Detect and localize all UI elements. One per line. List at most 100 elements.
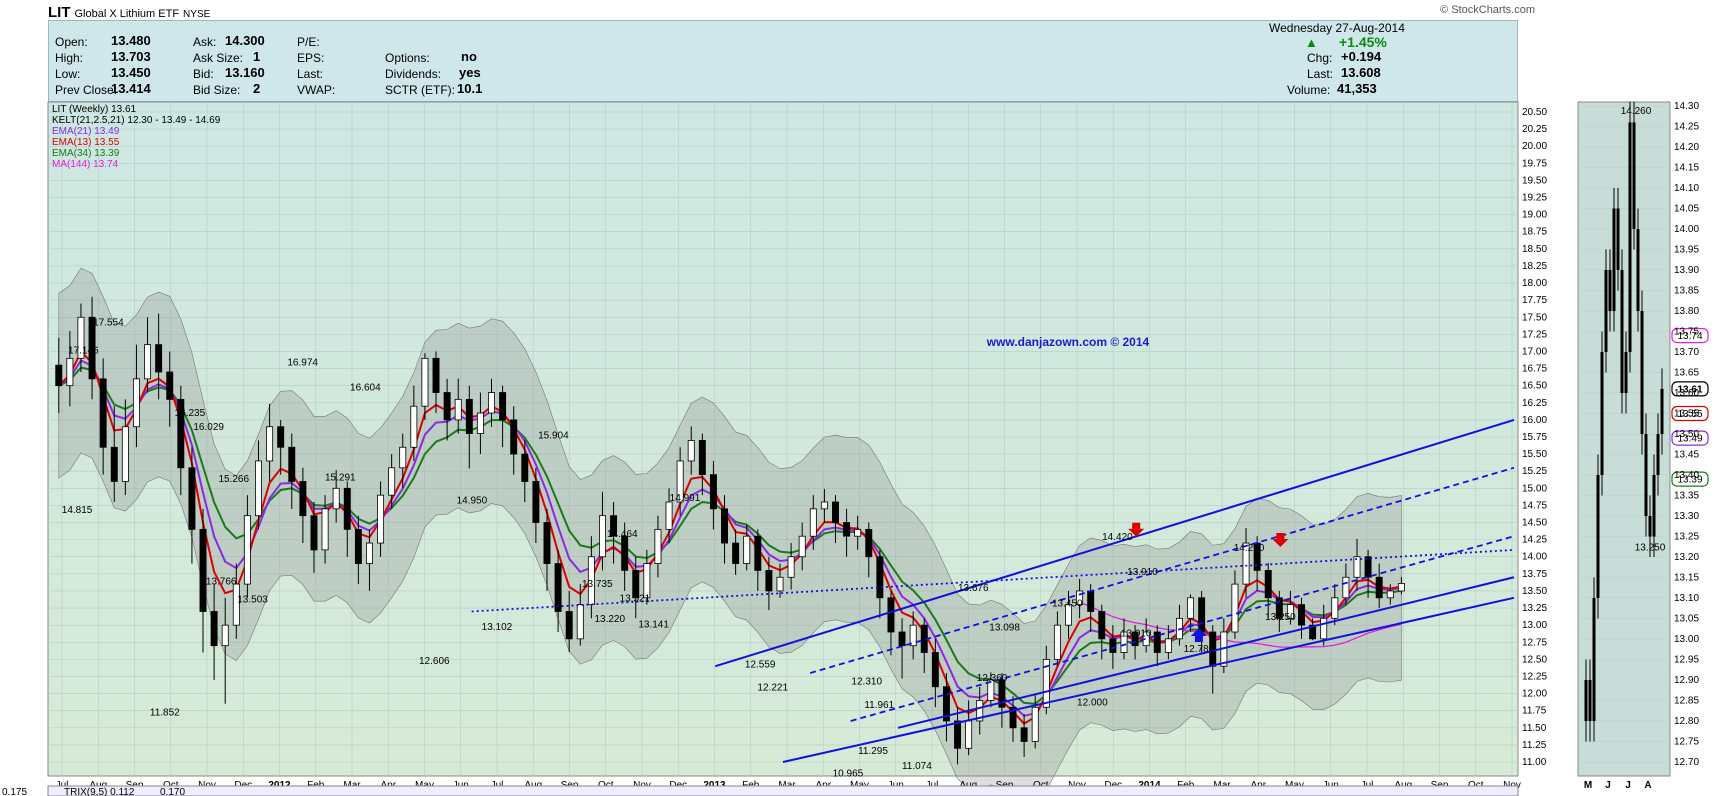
price-label: 16.604 [350,383,381,394]
price-label: 13.503 [237,595,268,606]
candle-body [177,398,185,469]
value-tag-label: 13.55 [1677,409,1702,420]
y-tick-label: 17.75 [1522,295,1547,306]
candle-body [820,501,828,510]
candle-body [321,508,329,551]
legend-price: LIT (Weekly) 13.61 [52,104,137,115]
candle-body [543,522,551,564]
candle-body [243,515,251,585]
high-value: 13.703 [111,49,151,64]
candle-body [1187,597,1195,619]
candle-body [1031,706,1039,742]
candle-body [155,344,163,373]
price-label: 12.559 [745,659,776,670]
candle-body [965,720,973,749]
watermark: www.danjazown.com © 2014 [986,335,1150,349]
options-value: no [461,49,477,64]
candle-body [1231,583,1239,633]
last-price-label: Last: [1307,67,1334,81]
inset-x-tick-label: J [1605,780,1611,791]
price-label: 11.074 [902,761,932,772]
y-axis-ticks: 20.50 20.25 20.00 19.75 19.50 19.25 19.00 18.75… [1522,107,1547,768]
candle-body [1076,590,1084,606]
candle-body [365,542,373,564]
inset-y-tick-label: 13.25 [1674,532,1699,543]
candle-body [266,426,274,462]
red-down-arrow-icon [1272,533,1289,548]
inset-chart: 14.260 13.250 13.74 13.61 13.55 13.49 13.39 [1580,101,1709,763]
legend-ema13: EMA(13) 13.55 [52,137,120,148]
prev-close-label: Prev Close: [55,83,118,97]
y-tick-label: 16.50 [1522,381,1547,392]
candle-body [1131,631,1139,647]
price-label: 12.360 [977,673,1008,684]
inset-candle-body [1624,352,1628,393]
candle-body [587,556,595,606]
inset-y-tick-label: 13.60 [1674,388,1699,399]
candle-body [676,460,684,503]
candle-body [77,316,85,359]
price-label: 14.815 [62,505,93,516]
price-label: 15.266 [218,474,249,485]
candle-body [1087,590,1095,612]
candle-body [1331,597,1339,619]
y-tick-label: 14.25 [1522,535,1547,546]
candle-body [1264,570,1272,599]
price-label: 13.102 [482,622,513,633]
inset-candle-body [1604,270,1608,352]
y-tick-label: 16.00 [1522,415,1547,426]
inset-y-tick-label: 13.70 [1674,347,1699,358]
price-label: 13.010 [1121,628,1152,639]
inset-candle-body [1628,122,1632,353]
candle-body [721,508,728,544]
y-tick-label: 19.75 [1522,158,1547,169]
candle-body [909,624,917,647]
inset-candle-body [1660,388,1664,434]
candle-body [1098,611,1106,640]
candle-body [132,378,140,428]
trix-value: 0.170 [160,787,185,796]
pe-label: P/E: [297,35,320,49]
y-tick-label: 18.25 [1522,261,1547,272]
keltner-band [58,267,1402,796]
ask-label: Ask: [193,35,217,49]
candle-body [1309,624,1317,640]
inset-y-tick-label: 13.80 [1674,306,1699,317]
y-tick-label: 12.75 [1522,637,1547,648]
trix-panel [47,785,1519,796]
candle-body [798,535,806,558]
dotted-trend [471,548,1515,613]
prev-close-value: 13.414 [111,81,151,96]
inset-y-tick-label: 13.35 [1674,491,1699,502]
price-label: 14.464 [607,529,638,540]
candle-body [1275,597,1283,619]
candle-body [931,652,939,688]
price-label: 15.904 [538,430,569,441]
inset-candle-body [1632,122,1636,229]
inset-y-tick-label: 13.65 [1674,368,1699,379]
price-label: 16.235 [175,408,206,419]
inset-candle-body [1620,270,1624,393]
price-label: 11.961 [864,700,894,711]
low-label: Low: [55,67,81,81]
candle-body [443,392,451,421]
candle-body [255,460,262,517]
y-tick-label: 19.50 [1522,175,1547,186]
y-tick-label: 16.25 [1522,398,1547,409]
inset-candle-body [1648,516,1652,537]
y-tick-label: 18.00 [1522,278,1547,289]
percent-change: +1.45% [1339,34,1387,50]
inset-x-tick-label: A [1644,780,1651,791]
price-label: 12.310 [851,676,882,687]
last-label: Last: [297,67,324,81]
price-label: 12.606 [419,656,450,667]
symbol: LIT [48,4,71,21]
y-tick-label: 13.75 [1522,569,1547,580]
inset-y-tick-label: 14.00 [1674,224,1699,235]
y-tick-label: 19.25 [1522,193,1547,204]
inset-x-tick-label: M [1584,780,1592,791]
candle-body [1065,604,1072,626]
price-label: 13.250 [1265,612,1296,623]
price-label: 11.852 [150,708,180,719]
